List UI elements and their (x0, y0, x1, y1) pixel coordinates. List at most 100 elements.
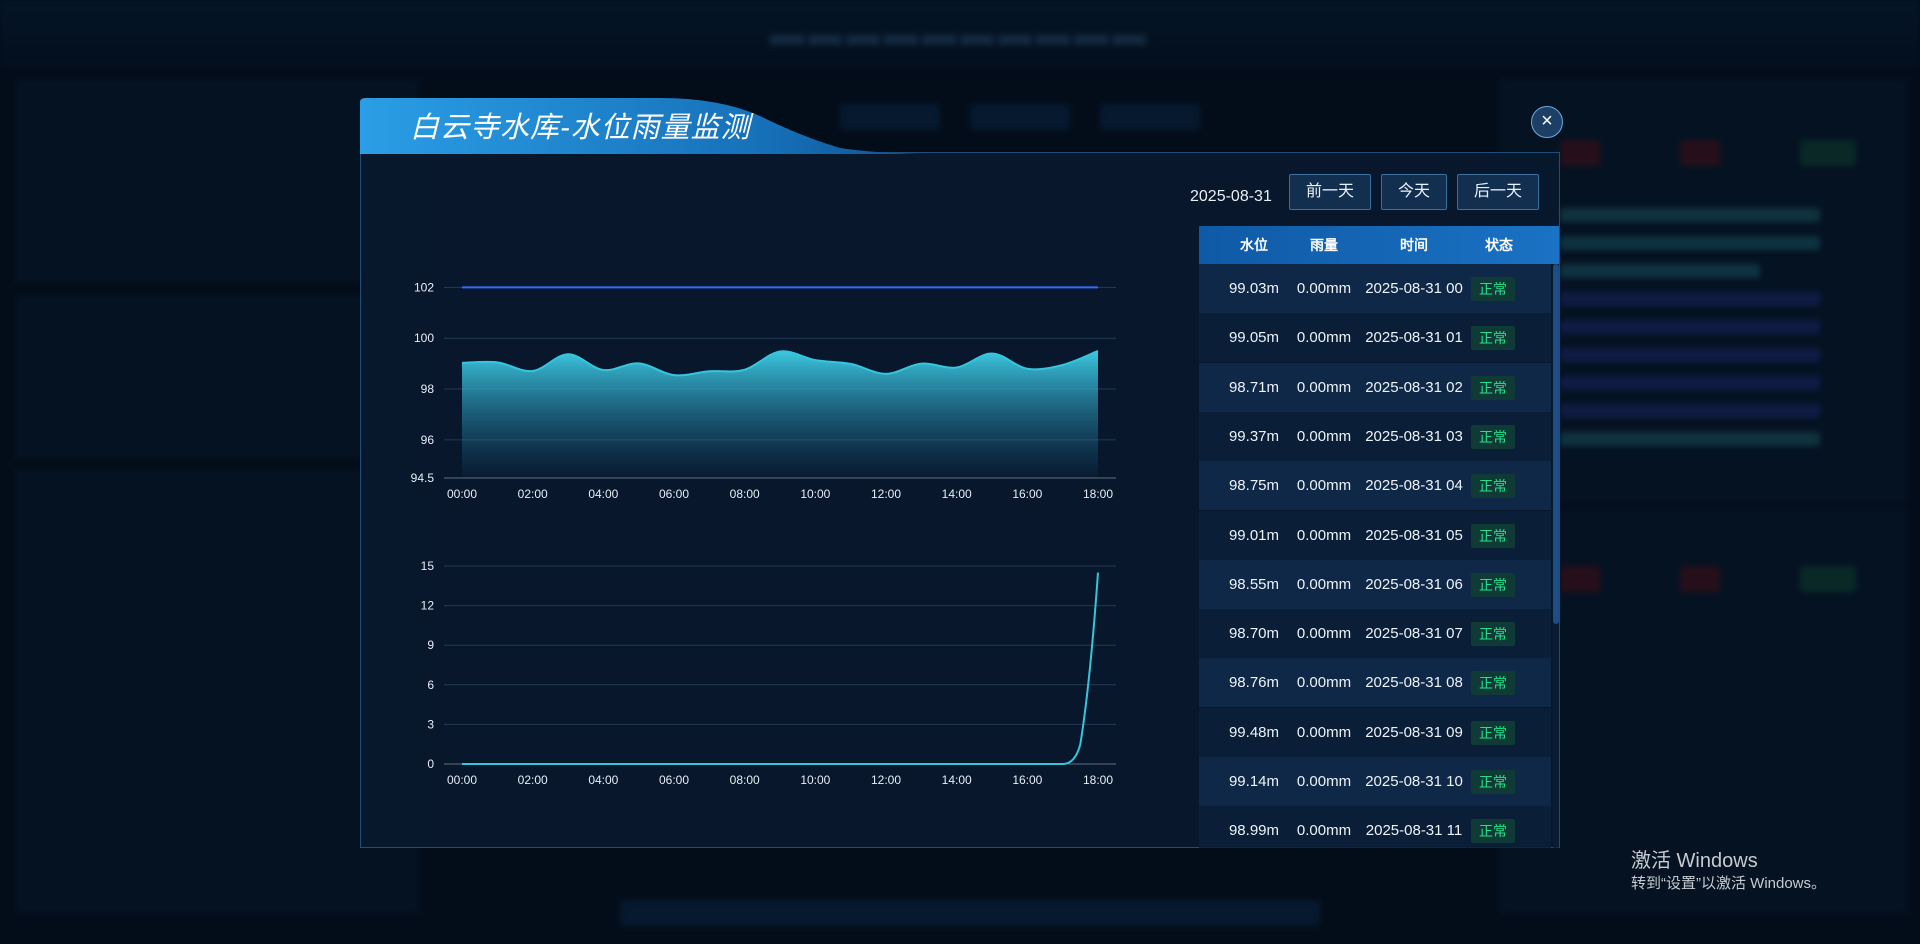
x-tick-label: 00:00 (447, 487, 477, 501)
table-row: 98.75m 0.00mm 2025-08-31 04 正常 (1199, 461, 1551, 511)
background-pill (1100, 104, 1200, 130)
y-tick-label: 98 (421, 382, 435, 396)
cell-time: 2025-08-31 05 (1365, 526, 1463, 544)
cell-time: 2025-08-31 00 (1365, 280, 1463, 297)
cell-level: 99.48m (1228, 723, 1280, 741)
y-tick-label: 9 (427, 638, 434, 652)
x-tick-label: 16:00 (1012, 773, 1042, 787)
cell-time: 2025-08-31 08 (1365, 674, 1463, 692)
cell-rain: 0.00mm (1296, 575, 1352, 593)
background-brand: ▬▬▬▬▬▬▬▬▬▬ (770, 15, 1150, 53)
close-button[interactable]: × (1531, 106, 1563, 138)
prev-day-button[interactable]: 前一天 (1289, 174, 1371, 210)
cell-time: 2025-08-31 11 (1365, 822, 1463, 840)
x-tick-label: 06:00 (659, 487, 689, 501)
background-panel (16, 296, 418, 458)
water-level-line (461, 350, 1099, 377)
y-tick-label: 0 (427, 757, 434, 771)
watermark-line1: 激活 Windows (1631, 850, 1758, 872)
rainfall-chart-svg: 0 3 6 9 12 15 00:00 02:00 04:00 06:00 08:00 10:00 12… (421, 559, 1116, 787)
rainfall-line (462, 572, 1099, 765)
background-pill (1800, 140, 1856, 166)
table-row: 99.05m 0.00mm 2025-08-31 01 正常 (1199, 313, 1551, 363)
next-day-button[interactable]: 后一天 (1457, 174, 1539, 210)
table-scrollbar[interactable] (1553, 264, 1559, 848)
x-tick-label: 18:00 (1083, 487, 1113, 501)
scrollbar-thumb[interactable] (1553, 264, 1559, 624)
x-tick-label: 10:00 (800, 487, 830, 501)
cell-rain: 0.00mm (1296, 427, 1352, 445)
table-row: 98.99m 0.00mm 2025-08-31 11 正常 (1199, 806, 1551, 848)
y-tick-label: 3 (427, 717, 434, 731)
monitor-dialog: 白云寺水库-水位雨量监测 × 94.5 96 98 100 102 00:00 02:00 0… (360, 96, 1563, 851)
cell-level: 98.55m (1228, 575, 1280, 593)
x-tick-label: 16:00 (1012, 487, 1042, 501)
table-row: 98.71m 0.00mm 2025-08-31 02 正常 (1199, 362, 1551, 412)
background-bar (1560, 264, 1760, 278)
cell-time: 2025-08-31 07 (1365, 625, 1463, 643)
water-level-chart-svg: 94.5 96 98 100 102 00:00 02:00 04:00 06:00 08:00 1… (411, 280, 1116, 501)
cell-rain: 0.00mm (1296, 625, 1352, 643)
background-pill (1680, 140, 1720, 166)
cell-time: 2025-08-31 04 (1365, 477, 1463, 495)
cell-rain: 0.00mm (1296, 526, 1352, 544)
background-bar (1560, 404, 1820, 418)
header-time: 时间 (1400, 237, 1428, 253)
background-pill (840, 104, 940, 130)
table-row: 99.14m 0.00mm 2025-08-31 10 正常 (1199, 757, 1551, 806)
x-tick-label: 06:00 (659, 773, 689, 787)
background-pill (1560, 140, 1600, 166)
status-badge: 正常 (1471, 375, 1515, 400)
background-bar (1560, 320, 1820, 334)
status-badge: 正常 (1471, 474, 1515, 499)
status-badge: 正常 (1471, 622, 1515, 647)
table-row: 99.03m 0.00mm 2025-08-31 00 正常 (1199, 264, 1551, 313)
cell-time: 2025-08-31 09 (1365, 723, 1463, 741)
cell-rain: 0.00mm (1296, 674, 1352, 692)
y-tick-label: 94.5 (411, 471, 435, 485)
background-topbar (0, 0, 1920, 65)
today-button[interactable]: 今天 (1381, 174, 1447, 210)
cell-level: 99.01m (1228, 526, 1280, 544)
rainfall-chart: 0 3 6 9 12 15 00:00 02:00 04:00 06:00 08:00 10:00 12… (360, 546, 1160, 851)
background-bar (1560, 208, 1820, 222)
table-row: 99.01m 0.00mm 2025-08-31 05 正常 (1199, 510, 1551, 560)
x-tick-label: 02:00 (518, 773, 548, 787)
cell-time: 2025-08-31 03 (1365, 427, 1463, 445)
dialog-title: 白云寺水库-水位雨量监测 (410, 112, 751, 144)
cell-level: 98.76m (1228, 674, 1280, 692)
x-tick-label: 08:00 (730, 773, 760, 787)
background-bar (1560, 292, 1820, 306)
background-pill (1800, 566, 1856, 592)
background-pill (1680, 566, 1720, 592)
status-badge: 正常 (1471, 770, 1515, 794)
y-tick-label: 12 (421, 599, 435, 613)
status-badge: 正常 (1471, 277, 1515, 301)
y-tick-label: 102 (414, 280, 434, 294)
status-badge: 正常 (1471, 326, 1515, 351)
cell-level: 99.14m (1228, 773, 1280, 790)
y-tick-label: 6 (427, 678, 434, 692)
background-bar (1560, 348, 1820, 362)
windows-watermark: 激活 Windows 转到“设置”以激活 Windows。 (1631, 848, 1826, 894)
x-tick-label: 08:00 (730, 487, 760, 501)
current-date: 2025-08-31 (1190, 188, 1272, 205)
x-tick-label: 14:00 (942, 773, 972, 787)
status-badge: 正常 (1471, 671, 1515, 696)
data-table: 水位 雨量 时间 状态 99.03m 0.00mm 2025-08-31 00 正常 9… (1199, 226, 1559, 848)
status-badge: 正常 (1471, 523, 1515, 548)
table-row: 99.48m 0.00mm 2025-08-31 09 正常 (1199, 707, 1551, 757)
x-tick-label: 02:00 (518, 487, 548, 501)
cell-rain: 0.00mm (1296, 378, 1352, 396)
cell-rain: 0.00mm (1296, 477, 1352, 495)
water-level-area (462, 350, 1098, 478)
x-tick-label: 00:00 (447, 773, 477, 787)
cell-rain: 0.00mm (1296, 773, 1352, 790)
x-tick-label: 04:00 (588, 487, 618, 501)
cell-time: 2025-08-31 06 (1365, 575, 1463, 593)
x-tick-label: 14:00 (942, 487, 972, 501)
water-level-chart: 94.5 96 98 100 102 00:00 02:00 04:00 06:00 08:00 1… (360, 232, 1160, 537)
status-badge: 正常 (1471, 819, 1515, 844)
x-tick-label: 12:00 (871, 773, 901, 787)
